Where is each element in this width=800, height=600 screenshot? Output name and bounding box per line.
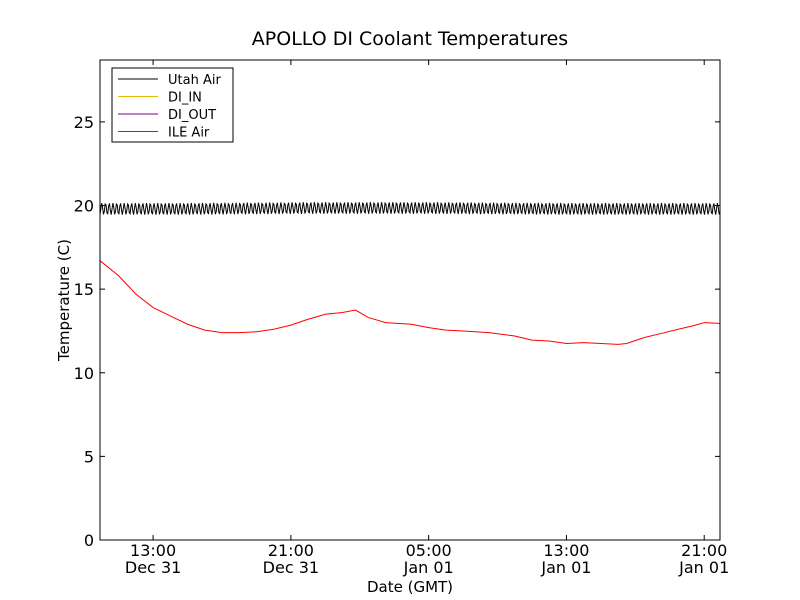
- x-tick-label-time: 13:00: [130, 541, 176, 560]
- y-tick-label: 25: [74, 113, 94, 132]
- legend-label: Utah Air: [168, 73, 221, 88]
- x-tick-label-time: 05:00: [406, 541, 452, 560]
- legend-label: DI_OUT: [168, 108, 216, 123]
- x-tick-label-date: Jan 01: [540, 558, 591, 577]
- x-tick-label-date: Jan 01: [403, 558, 454, 577]
- y-tick-label: 20: [74, 197, 94, 216]
- x-tick-label-time: 21:00: [681, 541, 727, 560]
- legend-box: [111, 67, 234, 143]
- x-tick-label-date: Jan 01: [678, 558, 729, 577]
- x-tick-label-date: Dec 31: [263, 558, 319, 577]
- y-axis-ticks: 0 5 10 15 20 25: [74, 113, 720, 550]
- y-tick-label: 10: [74, 364, 94, 383]
- chart-title: APOLLO DI Coolant Temperatures: [252, 28, 568, 50]
- x-tick-label-date: Dec 31: [125, 558, 181, 577]
- series-line-ile-air: [99, 260, 721, 345]
- legend-label: DI_IN: [168, 91, 202, 106]
- plot-frame: [99, 59, 721, 541]
- series-layer: [99, 202, 721, 345]
- x-axis-label: Date (GMT): [367, 578, 453, 596]
- x-tick-label-time: 21:00: [268, 541, 314, 560]
- legend: Utah Air DI_IN DI_OUT ILE Air: [111, 67, 234, 143]
- y-tick-label: 15: [74, 280, 94, 299]
- y-tick-label: 0: [84, 531, 94, 550]
- y-axis-label: Temperature (C): [55, 239, 73, 362]
- y-tick-label: 5: [84, 447, 94, 466]
- legend-label: ILE Air: [168, 126, 210, 141]
- x-tick-label-time: 13:00: [543, 541, 589, 560]
- series-line-utah-air: [99, 202, 721, 215]
